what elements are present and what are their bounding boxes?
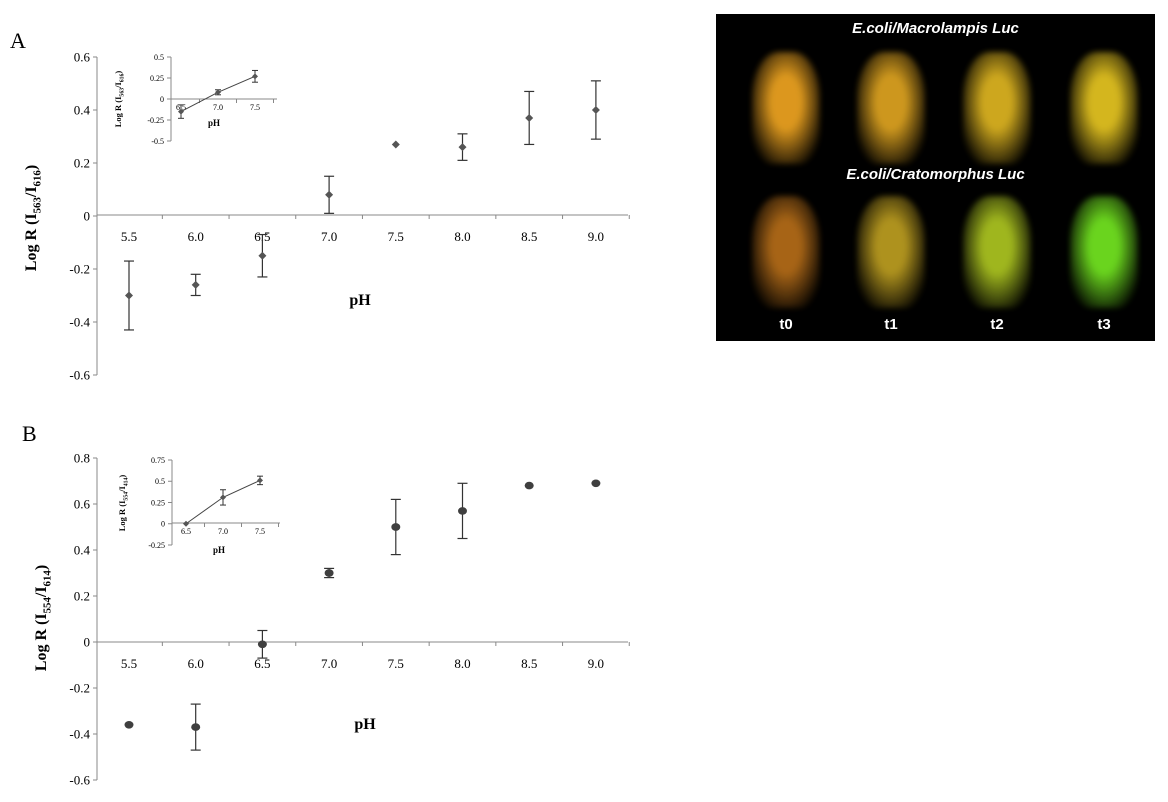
x-tick-label: 7.5 bbox=[388, 229, 404, 244]
y-tick-label: 0.2 bbox=[74, 589, 90, 604]
x-tick-label: 6.5 bbox=[181, 527, 191, 536]
x-tick-label: 6.0 bbox=[188, 656, 204, 671]
x-tick-label: 5.5 bbox=[121, 229, 137, 244]
y-tick-label: -0.6 bbox=[69, 773, 90, 788]
time-label: t0 bbox=[779, 316, 793, 333]
y-tick-label: 0.5 bbox=[154, 53, 164, 62]
x-tick-label: 5.5 bbox=[121, 656, 137, 671]
cratomorphus-sample-image bbox=[1070, 196, 1138, 308]
y-tick-label: -0.4 bbox=[69, 727, 90, 742]
y-axis-label: Log R (I554/I614) bbox=[33, 565, 53, 671]
y-tick-label: -0.6 bbox=[69, 368, 90, 383]
y-tick-label: 0.25 bbox=[151, 498, 165, 507]
figure-charts: A B 0.6 0.4 0.2 0 -0.2 -0.4 -0.6 5.5 6.0 6.5 7.0 7.… bbox=[10, 28, 630, 788]
data-point bbox=[220, 494, 226, 501]
y-tick-label: 0.6 bbox=[74, 50, 91, 65]
x-tick-label: 7.0 bbox=[321, 656, 337, 671]
x-tick-label: 6.0 bbox=[188, 229, 204, 244]
data-point bbox=[324, 569, 334, 577]
y-tick-label: 0 bbox=[84, 209, 91, 224]
macrolampis-sample-image bbox=[963, 52, 1031, 164]
data-point bbox=[525, 113, 534, 122]
y-tick-label: -0.25 bbox=[148, 541, 165, 550]
x-axis-label: pH bbox=[349, 292, 371, 309]
x-tick-label: 6.5 bbox=[254, 656, 270, 671]
y-tick-label: 0.5 bbox=[155, 477, 165, 486]
x-tick-label: 7.0 bbox=[321, 229, 337, 244]
time-label: t1 bbox=[884, 316, 898, 333]
inset-background bbox=[172, 456, 280, 545]
y-tick-label: 0.4 bbox=[74, 103, 91, 118]
cratomorphus-sample-image bbox=[752, 196, 820, 308]
x-tick-label: 9.0 bbox=[588, 229, 604, 244]
macrolampis-sample-image bbox=[1070, 52, 1138, 164]
y-tick-label: 0.2 bbox=[74, 156, 90, 171]
x-tick-label: 7.5 bbox=[250, 103, 260, 112]
data-point bbox=[325, 190, 334, 199]
luciferase-image-panel: E.coli/Macrolampis Luc E.coli/Cratomorph… bbox=[716, 14, 1155, 341]
data-point bbox=[183, 520, 189, 527]
data-point bbox=[591, 479, 601, 488]
panel-a-label: A bbox=[10, 28, 26, 53]
y-tick-label: -0.25 bbox=[147, 116, 164, 125]
time-label: t2 bbox=[990, 316, 1004, 333]
data-point bbox=[391, 523, 401, 531]
data-point bbox=[591, 106, 600, 114]
chart-b-inset: 0.75 0.5 0.25 0 -0.25 6.5 7.0 7.5 pH Log R (I554/… bbox=[117, 456, 280, 555]
data-point bbox=[524, 481, 534, 490]
data-point bbox=[391, 140, 400, 149]
panel-b-label: B bbox=[22, 421, 37, 446]
macrolampis-sample-image bbox=[857, 52, 925, 164]
data-point bbox=[191, 280, 200, 289]
y-tick-label: 0.75 bbox=[151, 456, 165, 465]
y-tick-label: -0.2 bbox=[69, 681, 90, 696]
x-tick-label: 9.0 bbox=[588, 656, 604, 671]
y-axis-label: Log R (I563/I616) bbox=[23, 165, 43, 271]
y-tick-label: 0 bbox=[84, 635, 91, 650]
y-tick-label: 0.8 bbox=[74, 451, 90, 466]
inset-background bbox=[171, 53, 277, 141]
x-tick-label: 7.0 bbox=[213, 103, 223, 112]
x-tick-label: 8.0 bbox=[454, 656, 470, 671]
y-tick-label: -0.5 bbox=[151, 137, 164, 146]
macrolampis-title: E.coli/Macrolampis Luc bbox=[852, 20, 1019, 37]
cratomorphus-sample-image bbox=[963, 196, 1031, 308]
data-point bbox=[257, 640, 267, 649]
chart-a-main: 0.60.40.20-0.2-0.4-0.65.5 6.0 6.5 7.0 7.5 8.0… bbox=[23, 50, 630, 383]
x-tick-label: 7.5 bbox=[255, 527, 265, 536]
x-tick-label: 8.5 bbox=[521, 656, 537, 671]
data-point bbox=[252, 73, 258, 80]
data-point bbox=[458, 507, 467, 515]
x-tick-label: 8.5 bbox=[521, 229, 537, 244]
y-tick-label: 0.4 bbox=[74, 543, 91, 558]
x-tick-label: 8.0 bbox=[454, 229, 470, 244]
x-axis-label: pH bbox=[208, 118, 220, 128]
chart-b-main: 0.8 0.6 0.4 0.2 0 -0.2 -0.4 -0.6 5.5 6.0 6.5 7.0 7.5… bbox=[33, 451, 630, 788]
y-tick-label: 0 bbox=[160, 95, 164, 104]
data-point bbox=[178, 108, 184, 115]
y-axis-label: Log R (I563/I616) bbox=[113, 71, 125, 128]
y-axis-label: Log R (I554/I414) bbox=[117, 475, 129, 532]
x-tick-label: 7.0 bbox=[218, 527, 228, 536]
cratomorphus-title: E.coli/Cratomorphus Luc bbox=[846, 166, 1025, 183]
data-point bbox=[215, 89, 221, 96]
x-axis-label: pH bbox=[354, 716, 376, 733]
cratomorphus-sample-image bbox=[857, 196, 925, 308]
macrolampis-sample-image bbox=[752, 52, 820, 164]
y-tick-label: 0.6 bbox=[74, 497, 91, 512]
data-point bbox=[257, 477, 263, 484]
x-axis-label: pH bbox=[213, 545, 225, 555]
y-tick-label: 0 bbox=[161, 520, 165, 529]
y-tick-label: -0.2 bbox=[69, 262, 90, 277]
y-tick-label: 0.25 bbox=[150, 74, 164, 83]
data-point bbox=[458, 143, 467, 152]
data-point bbox=[125, 291, 133, 300]
time-label: t3 bbox=[1097, 316, 1111, 333]
x-tick-label: 7.5 bbox=[388, 656, 404, 671]
y-tick-label: -0.4 bbox=[69, 315, 90, 330]
data-point bbox=[258, 251, 267, 260]
data-point bbox=[191, 723, 201, 731]
data-point bbox=[124, 720, 134, 729]
